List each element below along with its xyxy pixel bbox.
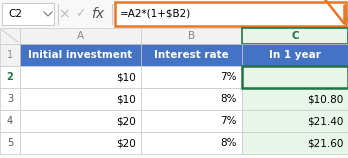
Bar [20,88,141,110]
Bar [115,2,346,26]
Bar [20,28,141,44]
Bar [242,88,348,110]
Text: A: A [77,31,84,41]
Bar [141,66,242,88]
Text: $21.60: $21.60 [307,138,343,148]
Text: Interest rate: Interest rate [154,50,229,60]
Text: ✓: ✓ [75,7,85,21]
Bar [141,44,242,66]
Text: 4: 4 [7,116,13,126]
Bar [0,110,20,132]
Bar [0,88,20,110]
Text: C: C [291,31,299,41]
Text: $10.80: $10.80 [307,94,343,104]
Bar [20,132,141,154]
Text: $10.70: $10.70 [307,72,343,82]
Text: 3: 3 [7,94,13,104]
Text: 7%: 7% [221,72,237,82]
Bar [141,132,242,154]
Text: 8%: 8% [221,94,237,104]
Text: ×: × [58,7,70,21]
Text: 2: 2 [7,72,13,82]
Text: $21.40: $21.40 [307,116,343,126]
Bar [141,28,242,44]
Text: fx: fx [92,7,104,21]
Text: =A2*(1+$B2): =A2*(1+$B2) [120,9,191,19]
Text: $10: $10 [116,94,136,104]
Bar [141,88,242,110]
Bar [20,44,141,66]
Bar [242,28,348,44]
Text: 1: 1 [7,50,13,60]
Bar [242,66,348,88]
Bar [242,66,348,88]
Text: $10: $10 [116,72,136,82]
Text: C2: C2 [8,9,22,19]
Bar [20,110,141,132]
Text: Initial investment: Initial investment [29,50,133,60]
Bar [242,132,348,154]
Text: $20: $20 [116,138,136,148]
Bar [242,44,348,66]
Bar [2,3,54,25]
Bar [0,66,20,88]
Bar [141,110,242,132]
Bar [242,110,348,132]
Bar [0,44,20,66]
Bar [0,0,348,28]
Text: 7%: 7% [221,116,237,126]
Text: 8%: 8% [221,138,237,148]
Text: $20: $20 [116,116,136,126]
Text: 5: 5 [7,138,13,148]
Text: B: B [188,31,195,41]
Bar [0,28,20,44]
Bar [0,132,20,154]
Bar [20,66,141,88]
Text: In 1 year: In 1 year [269,50,321,60]
